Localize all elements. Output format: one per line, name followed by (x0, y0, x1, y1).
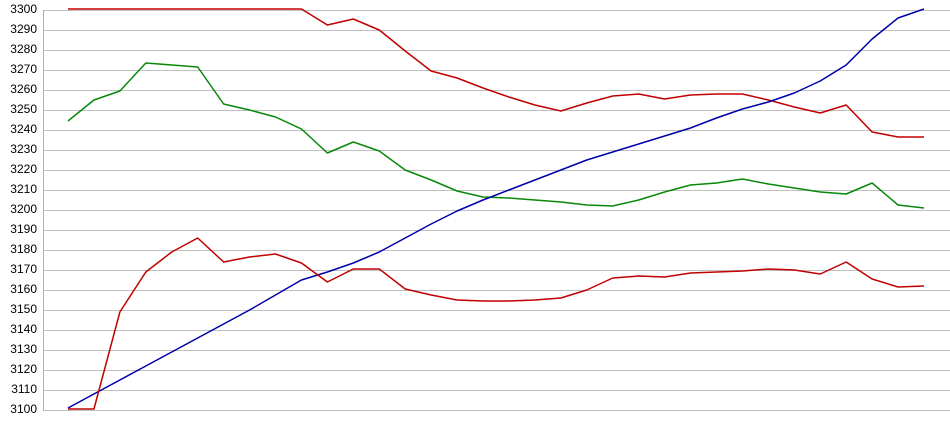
svg-text:3140: 3140 (10, 322, 37, 336)
svg-text:3170: 3170 (10, 262, 37, 276)
svg-text:3250: 3250 (10, 102, 37, 116)
svg-text:3180: 3180 (10, 242, 37, 256)
svg-text:3150: 3150 (10, 302, 37, 316)
svg-text:3240: 3240 (10, 122, 37, 136)
svg-text:3210: 3210 (10, 182, 37, 196)
svg-text:3290: 3290 (10, 22, 37, 36)
svg-text:3220: 3220 (10, 162, 37, 176)
svg-text:3230: 3230 (10, 142, 37, 156)
svg-text:3160: 3160 (10, 282, 37, 296)
svg-text:3300: 3300 (10, 2, 37, 16)
svg-text:3200: 3200 (10, 202, 37, 216)
svg-text:3130: 3130 (10, 342, 37, 356)
svg-text:3270: 3270 (10, 62, 37, 76)
svg-text:3260: 3260 (10, 82, 37, 96)
svg-text:3110: 3110 (11, 382, 37, 396)
svg-text:3190: 3190 (10, 222, 37, 236)
svg-text:3280: 3280 (10, 42, 37, 56)
svg-text:3120: 3120 (10, 362, 37, 376)
svg-text:3100: 3100 (10, 402, 37, 416)
